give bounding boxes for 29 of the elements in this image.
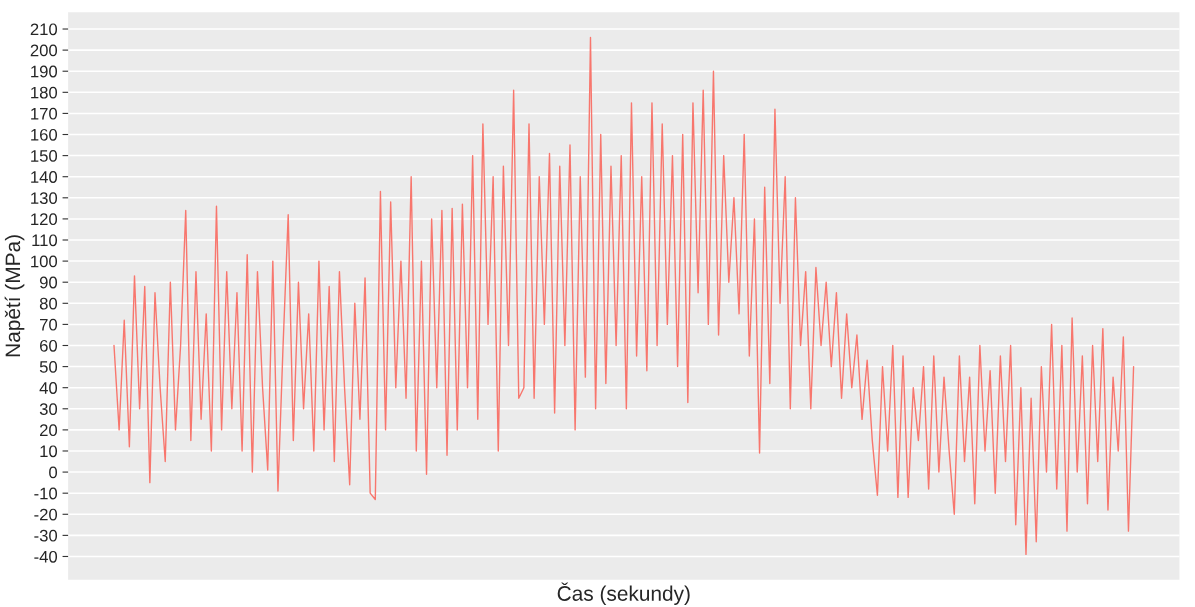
y-tick-label: 10 <box>40 445 58 458</box>
y-tick-label: -10 <box>34 487 58 500</box>
y-tick-label: 70 <box>40 318 58 331</box>
y-tick-label: 140 <box>31 171 58 183</box>
y-tick-label: -20 <box>34 508 58 521</box>
y-tick-label: 90 <box>39 276 58 289</box>
y-tick-label: 180 <box>31 86 58 99</box>
y-tick-label: 190 <box>31 65 58 78</box>
y-tick-label: -40 <box>34 550 58 563</box>
y-tick-label: 120 <box>31 213 58 226</box>
y-tick-label: 170 <box>31 107 58 120</box>
y-tick-label: -30 <box>34 529 58 542</box>
y-tick-label: 200 <box>30 44 58 57</box>
y-tick-label: 30 <box>39 403 58 415</box>
line-series <box>113 36 1135 556</box>
y-tick-label: 130 <box>31 192 58 205</box>
y-tick-label: 80 <box>39 297 58 310</box>
y-tick-label: 20 <box>40 424 58 437</box>
y-tick-label: 110 <box>32 234 58 247</box>
y-tick-label: 150 <box>31 150 58 162</box>
y-tick-label: 0 <box>49 466 58 479</box>
y-tick-label: 60 <box>40 339 58 352</box>
y-tick-label: 210 <box>30 23 58 36</box>
y-tick-label: 100 <box>31 255 58 268</box>
y-axis-title: Napětí (MPa) <box>4 235 25 357</box>
y-tick-label: 160 <box>31 128 58 141</box>
y-tick-label: 50 <box>39 360 58 373</box>
y-tick-label: 40 <box>39 382 58 394</box>
x-axis-title: Čas (sekundy) <box>557 582 690 605</box>
